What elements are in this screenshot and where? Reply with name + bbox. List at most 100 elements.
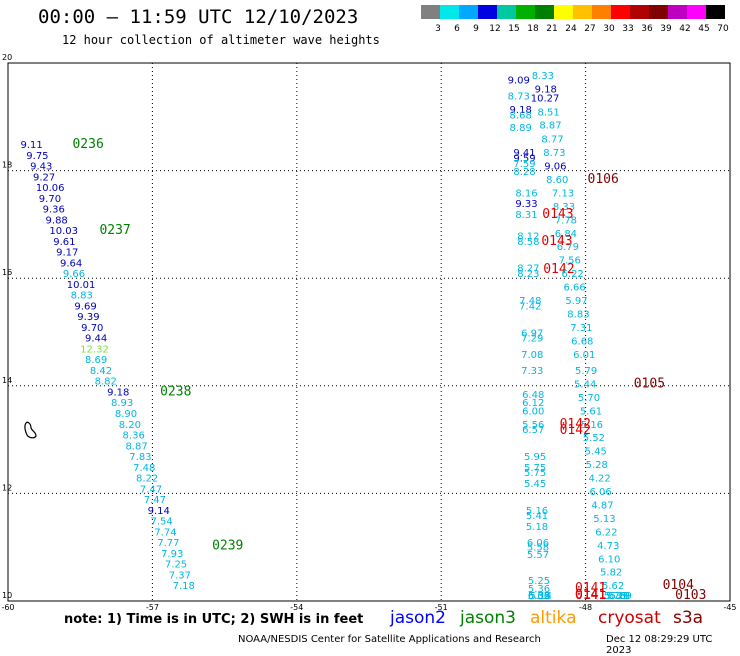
wave-height-value: 9.33 [515,199,537,210]
wave-height-value: 8.89 [510,123,532,134]
wave-height-value: 5.82 [600,568,622,579]
wave-height-value: 5.56 [522,420,544,431]
wave-height-value: 7.54 [150,517,172,528]
scale-swatch [687,5,706,19]
wave-height-value: 9.14 [148,506,170,517]
wave-height-value: 5.35 [528,591,550,602]
wave-height-value: 8.20 [119,420,141,431]
pass-label: 0141 [575,588,606,603]
wave-height-value: 7.29 [521,334,543,345]
wave-height-value: 5.89 [610,591,632,602]
y-tick-label: 18 [2,161,12,170]
wave-height-value: 5.53 [528,591,550,602]
wave-height-value: 8.83 [71,291,93,302]
footer-note: note: 1) Time is in UTC; 2) SWH is in fe… [64,612,364,627]
wave-height-value: 6.22 [595,527,617,538]
y-tick-label: 20 [2,53,12,62]
scale-label: 36 [641,24,653,34]
wave-height-value: 8.27 [517,264,539,275]
pass-label: 0142 [543,262,574,277]
wave-height-value: 6.06 [589,487,611,498]
wave-height-value: 6.00 [522,406,544,417]
wave-height-value: 9.59 [513,153,535,164]
legend-s3a: s3a [673,608,704,628]
wave-height-value: 10.03 [49,226,78,237]
wave-height-value: 8.22 [136,474,158,485]
footer-source: NOAA/NESDIS Center for Satellite Applica… [238,634,541,645]
y-tick-label: 14 [2,376,12,385]
scale-label: 30 [603,24,615,34]
wave-height-value: 6.84 [555,229,577,240]
wave-height-value: 7.42 [519,301,541,312]
wave-height-value: 5.58 [527,542,549,553]
wave-height-value: 7.25 [165,560,187,571]
wave-height-value: 9.64 [60,258,82,269]
scale-swatch [440,5,459,19]
wave-height-value: 7.18 [173,581,195,592]
wave-height-value: 9.43 [30,162,52,173]
pass-label: 0104 [663,578,694,593]
wave-height-value: 9.69 [74,301,96,312]
wave-height-value: 7.59 [513,159,535,170]
pass-label: 0105 [634,376,665,391]
wave-height-value: 7.83 [129,452,151,463]
wave-height-value: 5.97 [565,296,587,307]
wave-height-value: 8.16 [515,188,537,199]
wave-height-value: 8.90 [115,409,137,420]
x-tick-label: -54 [290,603,303,610]
wave-height-value: 9.18 [107,387,129,398]
wave-height-value: 5.57 [527,550,549,561]
wave-height-value: 6.06 [527,538,549,549]
wave-height-value: 6.01 [573,350,595,361]
wave-height-value: 8.51 [537,108,559,119]
wave-height-value: 7.47 [144,495,166,506]
wave-height-value: 5.16 [526,506,548,517]
plot-frame [7,62,731,602]
pass-label: 0141 [575,581,606,596]
scale-label: 42 [679,24,690,34]
scale-label: 27 [584,24,595,34]
wave-height-value: 8.87 [539,121,561,132]
wave-height-value: 6.48 [522,390,544,401]
wave-height-value: 6.79 [557,242,579,253]
wave-height-value: 9.06 [544,162,566,173]
scale-swatch [497,5,516,19]
island-outline-icon [24,421,37,439]
wave-height-value: 8.83 [567,309,589,320]
wave-height-value: 9.09 [508,75,530,86]
x-tick-label: -60 [1,603,14,610]
wave-height-value: 8.93 [111,398,133,409]
wave-height-value: 5.25 [528,576,550,587]
pass-label: 0143 [541,234,572,249]
wave-height-map: -60 -57 -54 -51 -48 -452018161412109.119.759.… [1,53,736,610]
pass-label: 0143 [542,207,573,222]
wave-height-value: 5.52 [583,433,605,444]
wave-height-value: 6.12 [522,398,544,409]
wave-height-value: 5.79 [575,366,597,377]
wave-height-value: 8.60 [546,175,568,186]
wave-height-value: 7.08 [521,350,543,361]
scale-label: 45 [698,24,709,34]
wave-height-value: 5.41 [526,511,548,522]
wave-height-value: 6.68 [571,336,593,347]
pass-label: 0142 [560,417,591,432]
pass-label: 0239 [212,538,243,553]
wave-height-value: 6.29 [608,591,630,602]
wave-height-value: 5.76 [604,591,626,602]
wave-height-value: 7.48 [133,463,155,474]
wave-height-value: 9.41 [513,148,535,159]
wave-height-value: 6.97 [521,328,543,339]
pass-label: 0238 [160,384,191,399]
scale-swatch [649,5,668,19]
wave-height-value: 9.44 [85,334,107,345]
wave-height-value: 7.93 [161,549,183,560]
wave-height-value: 9.61 [53,237,75,248]
wave-height-value: 9.18 [510,105,532,116]
scale-label: 3 [435,24,441,34]
wave-height-value: 9.27 [33,172,55,183]
scale-swatch [592,5,611,19]
scale-label: 9 [473,24,479,34]
wave-height-value: 9.88 [46,215,68,226]
wave-height-value: 8.33 [532,71,554,82]
wave-height-value: 8.42 [90,366,112,377]
